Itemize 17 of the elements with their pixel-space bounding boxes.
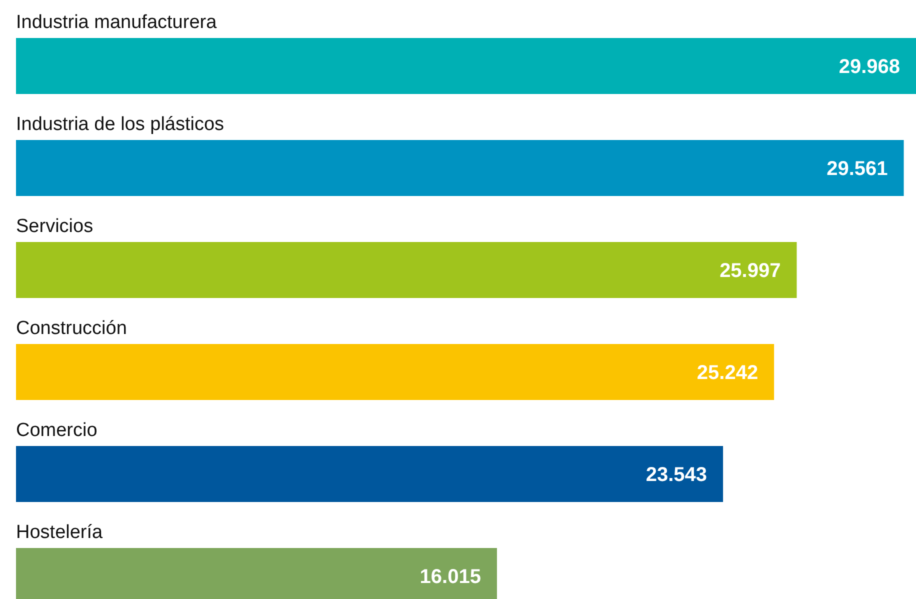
- y-tick-label: Hostelería: [16, 522, 104, 543]
- data-label: 23.543: [646, 464, 708, 486]
- bar: [16, 140, 904, 196]
- bar: [16, 446, 724, 502]
- data-label: 25.997: [720, 260, 781, 282]
- bar: [16, 38, 916, 94]
- y-tick-label: Industria de los plásticos: [16, 114, 224, 135]
- bar: [16, 344, 774, 400]
- y-tick-label: Comercio: [16, 420, 98, 441]
- y-tick-label: Servicios: [16, 216, 94, 237]
- y-tick-label: Industria manufacturera: [16, 12, 218, 33]
- y-tick-label: Construcción: [16, 318, 127, 339]
- bar: [16, 242, 797, 298]
- data-label: 29.561: [826, 158, 888, 180]
- data-label: 16.015: [420, 566, 481, 588]
- data-label: 29.968: [838, 56, 900, 78]
- data-label: 25.242: [696, 362, 758, 384]
